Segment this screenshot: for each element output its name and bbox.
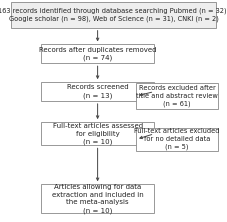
FancyBboxPatch shape	[11, 2, 216, 28]
Text: Records after duplicates removed
(n = 74): Records after duplicates removed (n = 74…	[39, 47, 156, 61]
FancyBboxPatch shape	[41, 122, 154, 145]
FancyBboxPatch shape	[136, 83, 218, 109]
Text: Full-text articles excluded
for no detailed data
(n = 5): Full-text articles excluded for no detai…	[134, 128, 220, 150]
Text: Articles allowing for data
extraction and included in
the meta-analysis
(n = 10): Articles allowing for data extraction an…	[52, 184, 143, 214]
FancyBboxPatch shape	[136, 128, 218, 151]
Text: 163 records identified through database searching Pubmed (n = 32),
Google schola: 163 records identified through database …	[0, 8, 227, 22]
FancyBboxPatch shape	[41, 82, 154, 101]
FancyBboxPatch shape	[41, 184, 154, 213]
Text: Records excluded after
title and abstract review
(n = 61): Records excluded after title and abstrac…	[136, 85, 218, 107]
Text: Full-text articles assessed
for eligibility
(n = 10): Full-text articles assessed for eligibil…	[52, 123, 143, 145]
FancyBboxPatch shape	[41, 44, 154, 63]
Text: Records screened
(n = 13): Records screened (n = 13)	[67, 84, 128, 99]
